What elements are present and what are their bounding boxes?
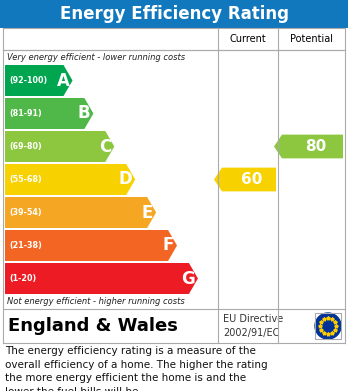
Text: (81-91): (81-91) <box>9 109 42 118</box>
Text: A: A <box>57 72 70 90</box>
Bar <box>315 313 341 339</box>
Text: E: E <box>142 203 153 221</box>
Polygon shape <box>214 168 276 191</box>
Circle shape <box>315 313 341 339</box>
Text: B: B <box>78 104 90 122</box>
Text: Current: Current <box>230 34 266 44</box>
Text: (92-100): (92-100) <box>9 76 47 85</box>
Text: (69-80): (69-80) <box>9 142 42 151</box>
Text: F: F <box>163 237 174 255</box>
Polygon shape <box>274 135 343 158</box>
Polygon shape <box>5 98 93 129</box>
Text: (1-20): (1-20) <box>9 274 36 283</box>
Text: D: D <box>118 170 132 188</box>
Text: C: C <box>99 138 111 156</box>
Polygon shape <box>5 263 198 294</box>
Polygon shape <box>5 164 135 195</box>
Polygon shape <box>5 230 177 261</box>
Text: Not energy efficient - higher running costs: Not energy efficient - higher running co… <box>7 298 185 307</box>
Text: (21-38): (21-38) <box>9 241 42 250</box>
Text: Energy Efficiency Rating: Energy Efficiency Rating <box>60 5 288 23</box>
Bar <box>0 0 348 28</box>
Text: Potential: Potential <box>290 34 333 44</box>
Text: Very energy efficient - lower running costs: Very energy efficient - lower running co… <box>7 52 185 61</box>
Text: England & Wales: England & Wales <box>8 317 178 335</box>
Bar <box>3 309 345 343</box>
Polygon shape <box>5 197 156 228</box>
Text: (39-54): (39-54) <box>9 208 42 217</box>
Text: 80: 80 <box>305 139 326 154</box>
Text: EU Directive
2002/91/EC: EU Directive 2002/91/EC <box>223 314 283 338</box>
Polygon shape <box>5 131 114 162</box>
Polygon shape <box>5 65 72 96</box>
Text: 60: 60 <box>241 172 263 187</box>
Text: (55-68): (55-68) <box>9 175 42 184</box>
Text: The energy efficiency rating is a measure of the
overall efficiency of a home. T: The energy efficiency rating is a measur… <box>5 346 268 391</box>
Text: G: G <box>181 269 195 287</box>
